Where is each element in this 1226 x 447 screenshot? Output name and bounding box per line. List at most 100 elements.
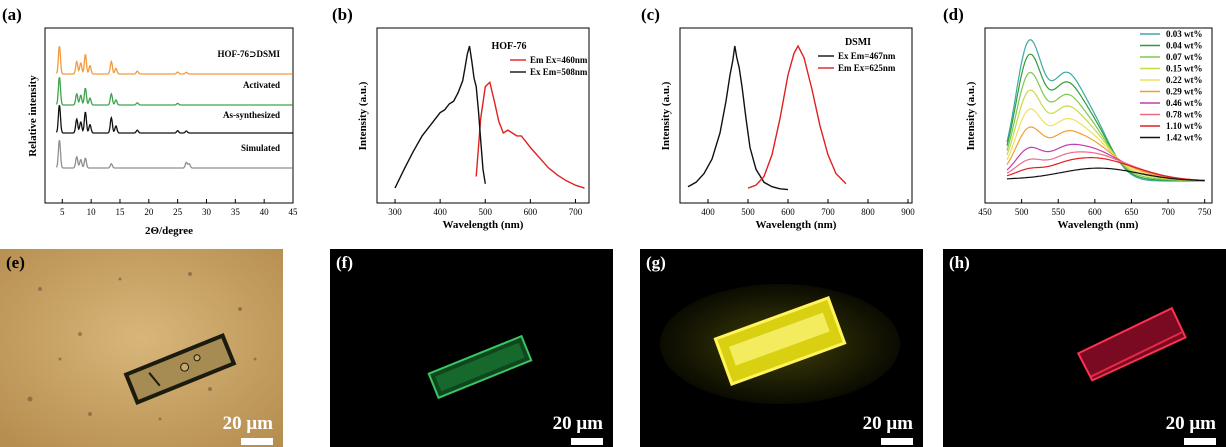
x-tick-label-d: 450: [978, 207, 992, 217]
scale-bar-g: [881, 438, 913, 445]
micrograph-e: (e) 20 μm: [0, 249, 283, 447]
x-tick-label-b: 600: [524, 207, 538, 217]
scale-bar-f: [571, 438, 603, 445]
panel-label-c: (c): [641, 5, 660, 24]
plot-frame-b: [376, 27, 590, 204]
micrograph-f: (f) 20 μm: [330, 249, 613, 447]
spectrum-line: [475, 80, 585, 189]
chart-a-layer: 5 10 15 20 25 30 35 40 45 HOF-76⊃DSMI Activated As-…: [55, 45, 299, 217]
legend-label: 0.04 wt%: [1166, 41, 1203, 51]
emission-line: [1006, 71, 1205, 182]
micrograph-e-image: [0, 249, 283, 447]
legend-label: 0.03 wt%: [1166, 29, 1203, 39]
scale-label-e: 20 μm: [222, 413, 273, 434]
x-tick-label-a: 10: [87, 207, 97, 217]
scale-bar-h: [1184, 438, 1216, 445]
spectrum-line: [687, 45, 789, 191]
scale-bar-e: [241, 438, 273, 445]
chart-title-b: HOF-76: [492, 41, 527, 52]
crystal-f: [427, 334, 533, 400]
panel-label-g: (g): [646, 253, 666, 272]
xrd-pattern-line: [55, 104, 293, 134]
micrograph-h-image: [943, 249, 1226, 447]
x-tick-label-a: 35: [231, 207, 241, 217]
x-tick-label-d: 600: [1088, 207, 1102, 217]
x-tick-label-d: 700: [1161, 207, 1175, 217]
x-tick-label-b: 700: [569, 207, 583, 217]
x-tick-label-c: 700: [821, 207, 835, 217]
panel-label-b: (b): [332, 5, 353, 24]
panel-label-e: (e): [6, 253, 25, 272]
legend-label: 0.07 wt%: [1166, 52, 1203, 62]
micrograph-f-image: [330, 249, 613, 447]
spectrum-line: [394, 45, 486, 189]
plot-frame-d: [984, 27, 1213, 204]
legend-label: 0.78 wt%: [1166, 110, 1203, 120]
x-tick-label-a: 30: [202, 207, 212, 217]
x-axis-title-b: Wavelength (nm): [443, 219, 524, 231]
x-tick-label-a: 45: [289, 207, 299, 217]
x-tick-label-c: 900: [901, 207, 915, 217]
xrd-pattern-label: HOF-76⊃DSMI: [217, 49, 280, 59]
scale-label-h: 20 μm: [1165, 413, 1216, 434]
y-axis-title-d: Intensity (a.u.): [965, 81, 977, 150]
legend-label: 0.22 wt%: [1166, 75, 1203, 85]
x-tick-label-b: 400: [433, 207, 447, 217]
micrograph-h: (h) 20 μm: [943, 249, 1226, 447]
micrograph-e-background: [0, 249, 283, 447]
emission-line: [1006, 53, 1205, 182]
xrd-pattern-line: [55, 139, 293, 169]
emission-line: [1006, 157, 1205, 181]
panel-label-f: (f): [336, 253, 353, 272]
xrd-pattern-line: [55, 76, 293, 106]
x-tick-label-d: 550: [1051, 207, 1065, 217]
legend-label: Ex Em=508nm: [530, 67, 588, 77]
chart-d-layer: 450 500 550 600 650 700 750 0.03 wt% 0.04 wt%0.0…: [978, 29, 1212, 217]
x-tick-label-a: 40: [260, 207, 270, 217]
x-tick-label-a: 15: [115, 207, 125, 217]
crystal-g: [713, 296, 847, 386]
chart-c-layer: 400 500 600 700 800 900 Ex Em=467nm Em Ex=625nm: [687, 44, 915, 217]
x-tick-label-c: 400: [701, 207, 715, 217]
xrd-pattern-label: Simulated: [241, 143, 280, 153]
spectrum-line: [747, 44, 847, 189]
emission-line: [1006, 167, 1205, 182]
legend-label: 0.15 wt%: [1166, 64, 1203, 74]
legend-label: Ex Em=467nm: [838, 51, 896, 61]
x-tick-label-a: 25: [173, 207, 183, 217]
x-tick-label-c: 600: [781, 207, 795, 217]
legend-label: 1.42 wt%: [1166, 133, 1203, 143]
micrograph-h-background: [943, 249, 1226, 447]
scale-label-g: 20 μm: [862, 413, 913, 434]
panel-label-d: (d): [943, 5, 964, 24]
plot-frame-a: [44, 27, 294, 204]
y-axis-title-a: Relative intensity: [27, 75, 39, 157]
chart-title-c: DSMI: [845, 37, 871, 48]
micrograph-g: (g) 20 μm: [640, 249, 923, 447]
plot-frame-c: [679, 27, 913, 204]
micrograph-g-image: [640, 249, 923, 447]
chart-b-layer: 300 400 500 600 700 Em Ex=460nm Ex Em=508nm: [388, 45, 588, 217]
xrd-pattern-line: [55, 45, 293, 75]
crystal-h: [1076, 306, 1187, 382]
legend-label: 0.29 wt%: [1166, 87, 1203, 97]
x-tick-label-a: 5: [60, 207, 65, 217]
x-tick-label-d: 500: [1015, 207, 1029, 217]
panel-label-h: (h): [949, 253, 970, 272]
legend-label: Em Ex=460nm: [530, 55, 588, 65]
legend-label: 1.10 wt%: [1166, 121, 1203, 131]
x-tick-label-c: 500: [741, 207, 755, 217]
micrograph-f-background: [330, 249, 613, 447]
legend-label: 0.46 wt%: [1166, 98, 1203, 108]
x-axis-title-d: Wavelength (nm): [1058, 219, 1139, 231]
legend-label: Em Ex=625nm: [838, 63, 896, 73]
micrograph-e-particles: [27, 272, 257, 421]
x-axis-title-a: 2Θ/degree: [145, 225, 193, 237]
x-tick-label-b: 300: [388, 207, 402, 217]
y-axis-title-c: Intensity (a.u.): [660, 81, 672, 150]
x-tick-label-c: 800: [861, 207, 875, 217]
y-axis-title-b: Intensity (a.u.): [357, 81, 369, 150]
x-axis-title-c: Wavelength (nm): [756, 219, 837, 231]
scale-label-f: 20 μm: [552, 413, 603, 434]
